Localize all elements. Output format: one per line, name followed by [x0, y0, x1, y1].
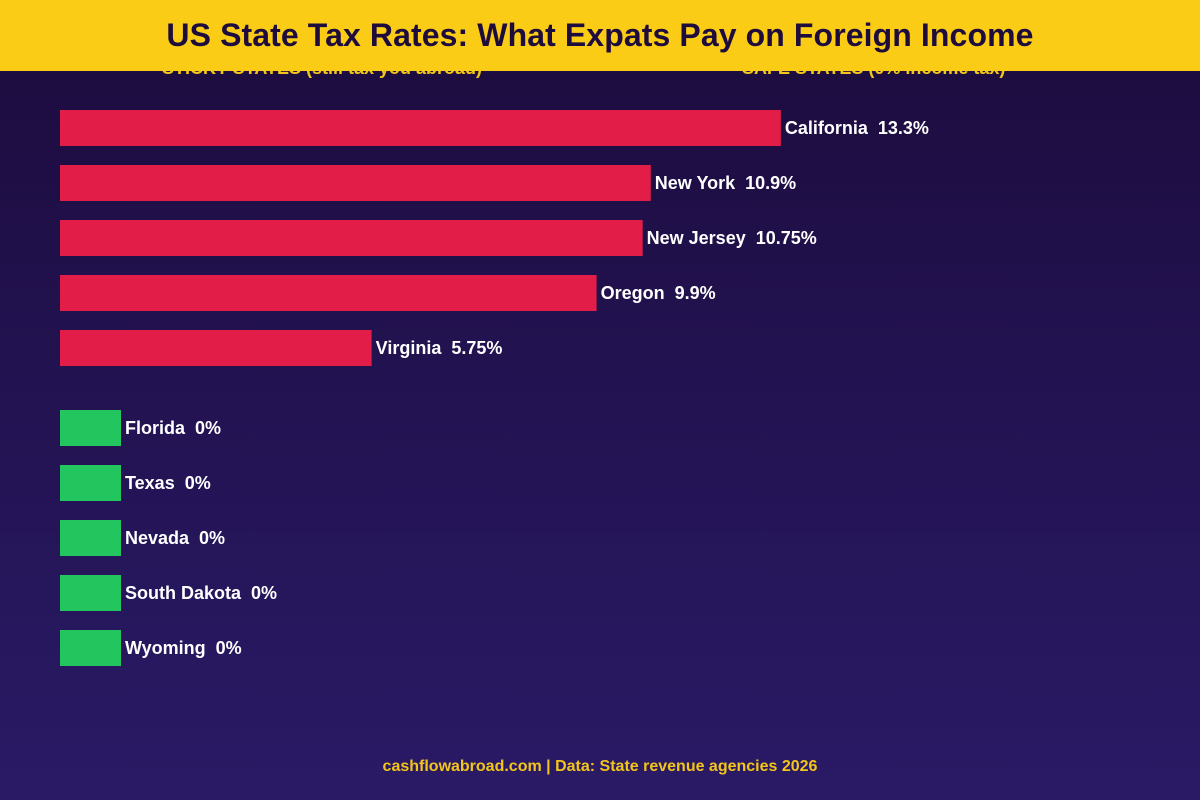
- bar-south-dakota: [60, 575, 121, 611]
- bar-label-virginia: Virginia 5.75%: [376, 338, 503, 358]
- bar-florida: [60, 410, 121, 446]
- bar-label-south-dakota: South Dakota 0%: [125, 583, 277, 603]
- bar-texas: [60, 465, 121, 501]
- footer-separator: |: [546, 758, 551, 775]
- bar-label-wyoming: Wyoming 0%: [125, 638, 242, 658]
- title-bar: US State Tax Rates: What Expats Pay on F…: [0, 0, 1200, 71]
- bar-label-oregon: Oregon 9.9%: [601, 283, 716, 303]
- bar-new-jersey: [60, 220, 643, 256]
- chart-title: US State Tax Rates: What Expats Pay on F…: [166, 17, 1034, 53]
- bar-california: [60, 110, 781, 146]
- footer: cashflowabroad.com | Data: State revenue…: [0, 758, 1200, 776]
- bar-label-new-jersey: New Jersey 10.75%: [647, 228, 817, 248]
- bar-label-texas: Texas 0%: [125, 473, 211, 493]
- bar-label-california: California 13.3%: [785, 118, 929, 138]
- bar-wyoming: [60, 630, 121, 666]
- bar-oregon: [60, 275, 597, 311]
- bar-nevada: [60, 520, 121, 556]
- footer-site: cashflowabroad.com: [382, 758, 542, 775]
- bar-virginia: [60, 330, 372, 366]
- bar-label-nevada: Nevada 0%: [125, 528, 225, 548]
- bar-new-york: [60, 165, 651, 201]
- bar-label-florida: Florida 0%: [125, 418, 221, 438]
- footer-source: Data: State revenue agencies 2026: [555, 758, 818, 775]
- bar-label-new-york: New York 10.9%: [655, 173, 796, 193]
